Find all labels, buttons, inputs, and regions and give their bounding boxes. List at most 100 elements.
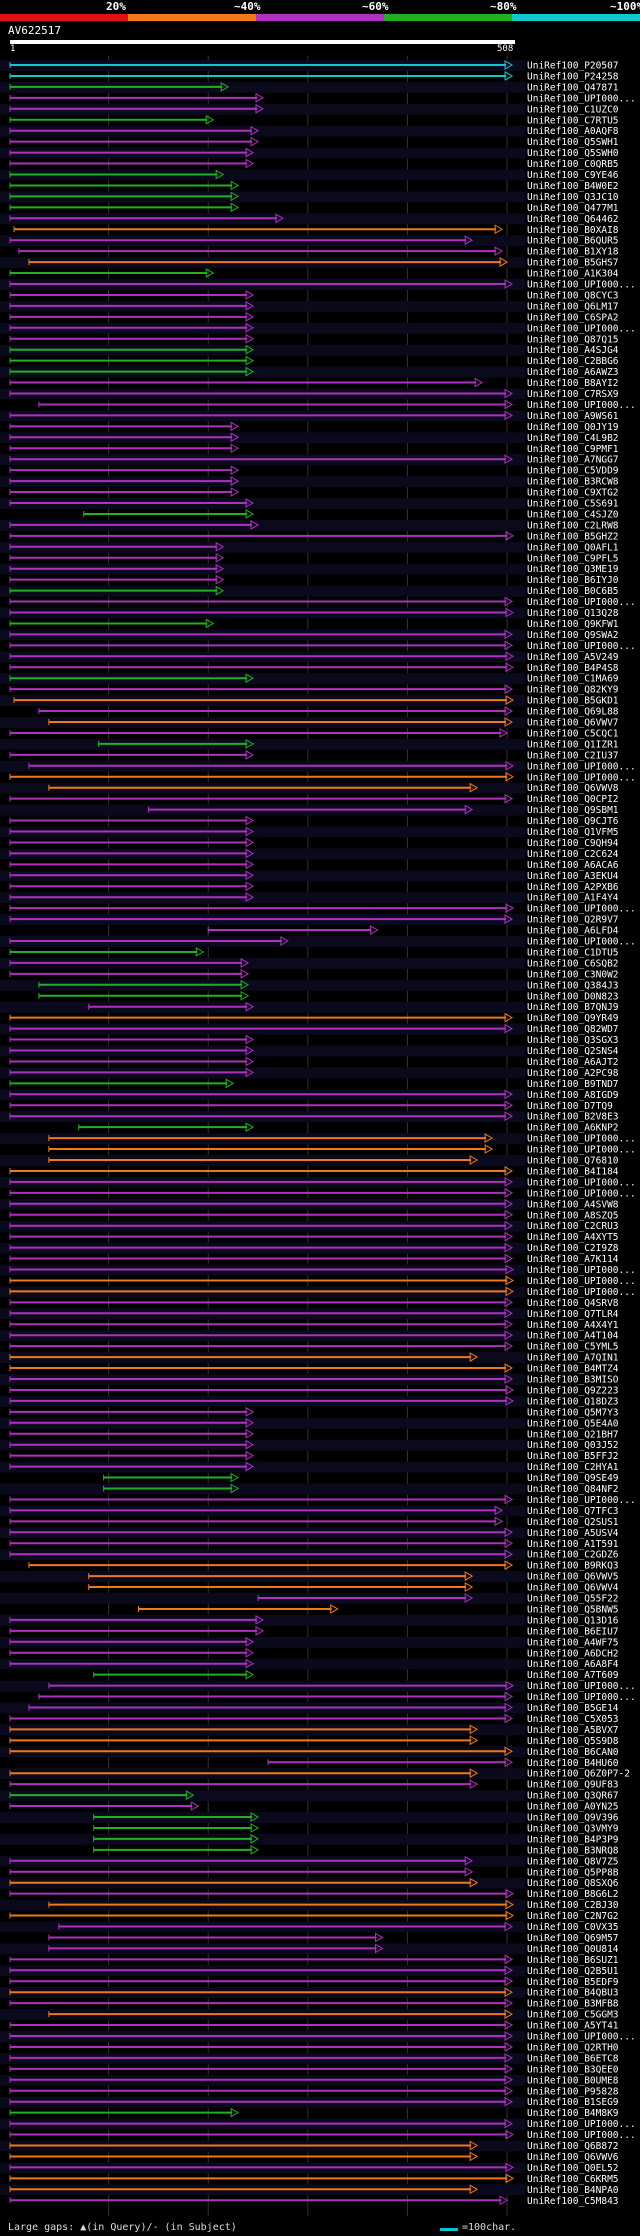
hit-label[interactable]: UniRef100_A1T591	[527, 1539, 619, 1550]
hit-label[interactable]: UniRef100_B5GKD1	[527, 696, 619, 707]
hit-label[interactable]: UniRef100_B5GHZ2	[527, 531, 619, 542]
hit-label[interactable]: UniRef100_A6KNP2	[527, 1123, 619, 1134]
hit-label[interactable]: UniRef100_P20507	[527, 61, 619, 72]
hit-label[interactable]: UniRef100_Q5PP8B	[527, 1867, 619, 1878]
hit-label[interactable]: UniRef100_B7QNJ9	[527, 1002, 619, 1013]
hit-label[interactable]: UniRef100_Q3QR67	[527, 1791, 619, 1802]
hit-label[interactable]: UniRef100_UPI000...	[527, 1287, 636, 1298]
hit-label[interactable]: UniRef100_C2LRW8	[527, 520, 619, 531]
hit-label[interactable]: UniRef100_B5EDF9	[527, 1977, 619, 1988]
hit-label[interactable]: UniRef100_Q4SRV8	[527, 1298, 619, 1309]
hit-label[interactable]: UniRef100_C2IU37	[527, 750, 619, 761]
hit-label[interactable]: UniRef100_Q6LM17	[527, 301, 619, 312]
hit-label[interactable]: UniRef100_Q9V396	[527, 1813, 619, 1824]
hit-label[interactable]: UniRef100_A6AWZ3	[527, 367, 619, 378]
hit-label[interactable]: UniRef100_Q84NF2	[527, 1484, 619, 1495]
hit-label[interactable]: UniRef100_B4QBU3	[527, 1988, 619, 1999]
hit-label[interactable]: UniRef100_Q69M57	[527, 1933, 619, 1944]
hit-label[interactable]: UniRef100_C9YE46	[527, 170, 619, 181]
hit-label[interactable]: UniRef100_A4SJG4	[527, 345, 619, 356]
hit-label[interactable]: UniRef100_UPI000...	[527, 1188, 636, 1199]
hit-label[interactable]: UniRef100_A4WF75	[527, 1637, 619, 1648]
hit-label[interactable]: UniRef100_B4W0E2	[527, 181, 619, 192]
hit-label[interactable]: UniRef100_B5GHS7	[527, 258, 619, 269]
hit-label[interactable]: UniRef100_Q21BH7	[527, 1429, 619, 1440]
hit-label[interactable]: UniRef100_B8AYI2	[527, 378, 619, 389]
hit-label[interactable]: UniRef100_C7RTU5	[527, 115, 619, 126]
hit-label[interactable]: UniRef100_A0YN25	[527, 1802, 619, 1813]
hit-label[interactable]: UniRef100_C5VDD9	[527, 466, 619, 477]
hit-label[interactable]: UniRef100_Q8V7Z5	[527, 1856, 619, 1867]
hit-label[interactable]: UniRef100_UPI000...	[527, 641, 636, 652]
hit-label[interactable]: UniRef100_B4MTZ4	[527, 1364, 619, 1375]
hit-label[interactable]: UniRef100_A5BVX7	[527, 1725, 619, 1736]
hit-label[interactable]: UniRef100_Q2SNS4	[527, 1046, 619, 1057]
hit-label[interactable]: UniRef100_B4M8K9	[527, 2108, 619, 2119]
hit-label[interactable]: UniRef100_C4SJZ0	[527, 509, 619, 520]
hit-label[interactable]: UniRef100_UPI000...	[527, 2119, 636, 2130]
hit-label[interactable]: UniRef100_Q69L88	[527, 707, 619, 718]
hit-label[interactable]: UniRef100_Q13Q28	[527, 608, 619, 619]
hit-label[interactable]: UniRef100_Q5S9D8	[527, 1736, 619, 1747]
hit-label[interactable]: UniRef100_A2PXB6	[527, 882, 619, 893]
hit-label[interactable]: UniRef100_UPI000...	[527, 1276, 636, 1287]
hit-label[interactable]: UniRef100_B6ETC8	[527, 2053, 619, 2064]
hit-label[interactable]: UniRef100_Q13D16	[527, 1615, 619, 1626]
hit-label[interactable]: UniRef100_C5CQC1	[527, 728, 619, 739]
hit-label[interactable]: UniRef100_B8G6L2	[527, 1889, 619, 1900]
hit-label[interactable]: UniRef100_Q3ME19	[527, 564, 619, 575]
hit-label[interactable]: UniRef100_C9XTG2	[527, 488, 619, 499]
hit-label[interactable]: UniRef100_Q7TLR4	[527, 1309, 619, 1320]
hit-label[interactable]: UniRef100_A1K304	[527, 269, 619, 280]
hit-label[interactable]: UniRef100_Q82WD7	[527, 1024, 619, 1035]
hit-label[interactable]: UniRef100_P24258	[527, 71, 619, 82]
hit-label[interactable]: UniRef100_Q03J52	[527, 1440, 619, 1451]
hit-label[interactable]: UniRef100_Q6VWV8	[527, 783, 619, 794]
hit-label[interactable]: UniRef100_C5S691	[527, 499, 619, 510]
hit-label[interactable]: UniRef100_B6CAN0	[527, 1747, 619, 1758]
hit-label[interactable]: UniRef100_C4L9B2	[527, 433, 619, 444]
hit-label[interactable]: UniRef100_D7TQ9	[527, 1101, 613, 1112]
hit-label[interactable]: UniRef100_B6IYJ0	[527, 575, 619, 586]
hit-label[interactable]: UniRef100_A4T104	[527, 1331, 619, 1342]
hit-label[interactable]: UniRef100_UPI000...	[527, 761, 636, 772]
hit-label[interactable]: UniRef100_B6EIU7	[527, 1626, 619, 1637]
hit-label[interactable]: UniRef100_Q6VWV4	[527, 1583, 619, 1594]
hit-label[interactable]: UniRef100_UPI000...	[527, 597, 636, 608]
hit-label[interactable]: UniRef100_A9WS61	[527, 411, 619, 422]
hit-label[interactable]: UniRef100_Q6VWV6	[527, 2152, 619, 2163]
hit-label[interactable]: UniRef100_A6DCH2	[527, 1648, 619, 1659]
hit-label[interactable]: UniRef100_C2HYA1	[527, 1462, 619, 1473]
hit-label[interactable]: UniRef100_B0UME8	[527, 2075, 619, 2086]
hit-label[interactable]: UniRef100_UPI000...	[527, 1145, 636, 1156]
hit-label[interactable]: UniRef100_P95828	[527, 2086, 619, 2097]
hit-label[interactable]: UniRef100_B4HU60	[527, 1758, 619, 1769]
hit-label[interactable]: UniRef100_Q9SWA2	[527, 630, 619, 641]
hit-label[interactable]: UniRef100_Q2SUS1	[527, 1517, 619, 1528]
hit-label[interactable]: UniRef100_B3NRQ8	[527, 1845, 619, 1856]
hit-label[interactable]: UniRef100_C2BBG6	[527, 356, 619, 367]
hit-label[interactable]: UniRef100_UPI000...	[527, 1495, 636, 1506]
hit-label[interactable]: UniRef100_Q0U814	[527, 1944, 619, 1955]
hit-label[interactable]: UniRef100_A7QIN1	[527, 1353, 619, 1364]
hit-label[interactable]: UniRef100_A7NGG7	[527, 455, 619, 466]
hit-label[interactable]: UniRef100_C6SPA2	[527, 312, 619, 323]
hit-label[interactable]: UniRef100_UPI000...	[527, 1265, 636, 1276]
hit-label[interactable]: UniRef100_Q5BNW5	[527, 1604, 619, 1615]
hit-label[interactable]: UniRef100_Q9CJT6	[527, 816, 619, 827]
hit-label[interactable]: UniRef100_A6A8F4	[527, 1659, 619, 1670]
hit-label[interactable]: UniRef100_Q18DZ3	[527, 1396, 619, 1407]
hit-label[interactable]: UniRef100_UPI000...	[527, 1692, 636, 1703]
hit-label[interactable]: UniRef100_B9RKQ3	[527, 1561, 619, 1572]
hit-label[interactable]: UniRef100_Q3SGX3	[527, 1035, 619, 1046]
hit-label[interactable]: UniRef100_B5FFJ2	[527, 1451, 619, 1462]
hit-label[interactable]: UniRef100_Q1IZR1	[527, 739, 619, 750]
hit-label[interactable]: UniRef100_C9QH94	[527, 838, 619, 849]
hit-label[interactable]: UniRef100_UPI000...	[527, 937, 636, 948]
hit-label[interactable]: UniRef100_B6SUZ1	[527, 1955, 619, 1966]
hit-label[interactable]: UniRef100_A8IGD9	[527, 1090, 619, 1101]
hit-label[interactable]: UniRef100_UPI000...	[527, 400, 636, 411]
hit-label[interactable]: UniRef100_Q6VWV5	[527, 1572, 619, 1583]
hit-label[interactable]: UniRef100_C2BJ30	[527, 1900, 619, 1911]
hit-label[interactable]: UniRef100_UPI000...	[527, 1134, 636, 1145]
